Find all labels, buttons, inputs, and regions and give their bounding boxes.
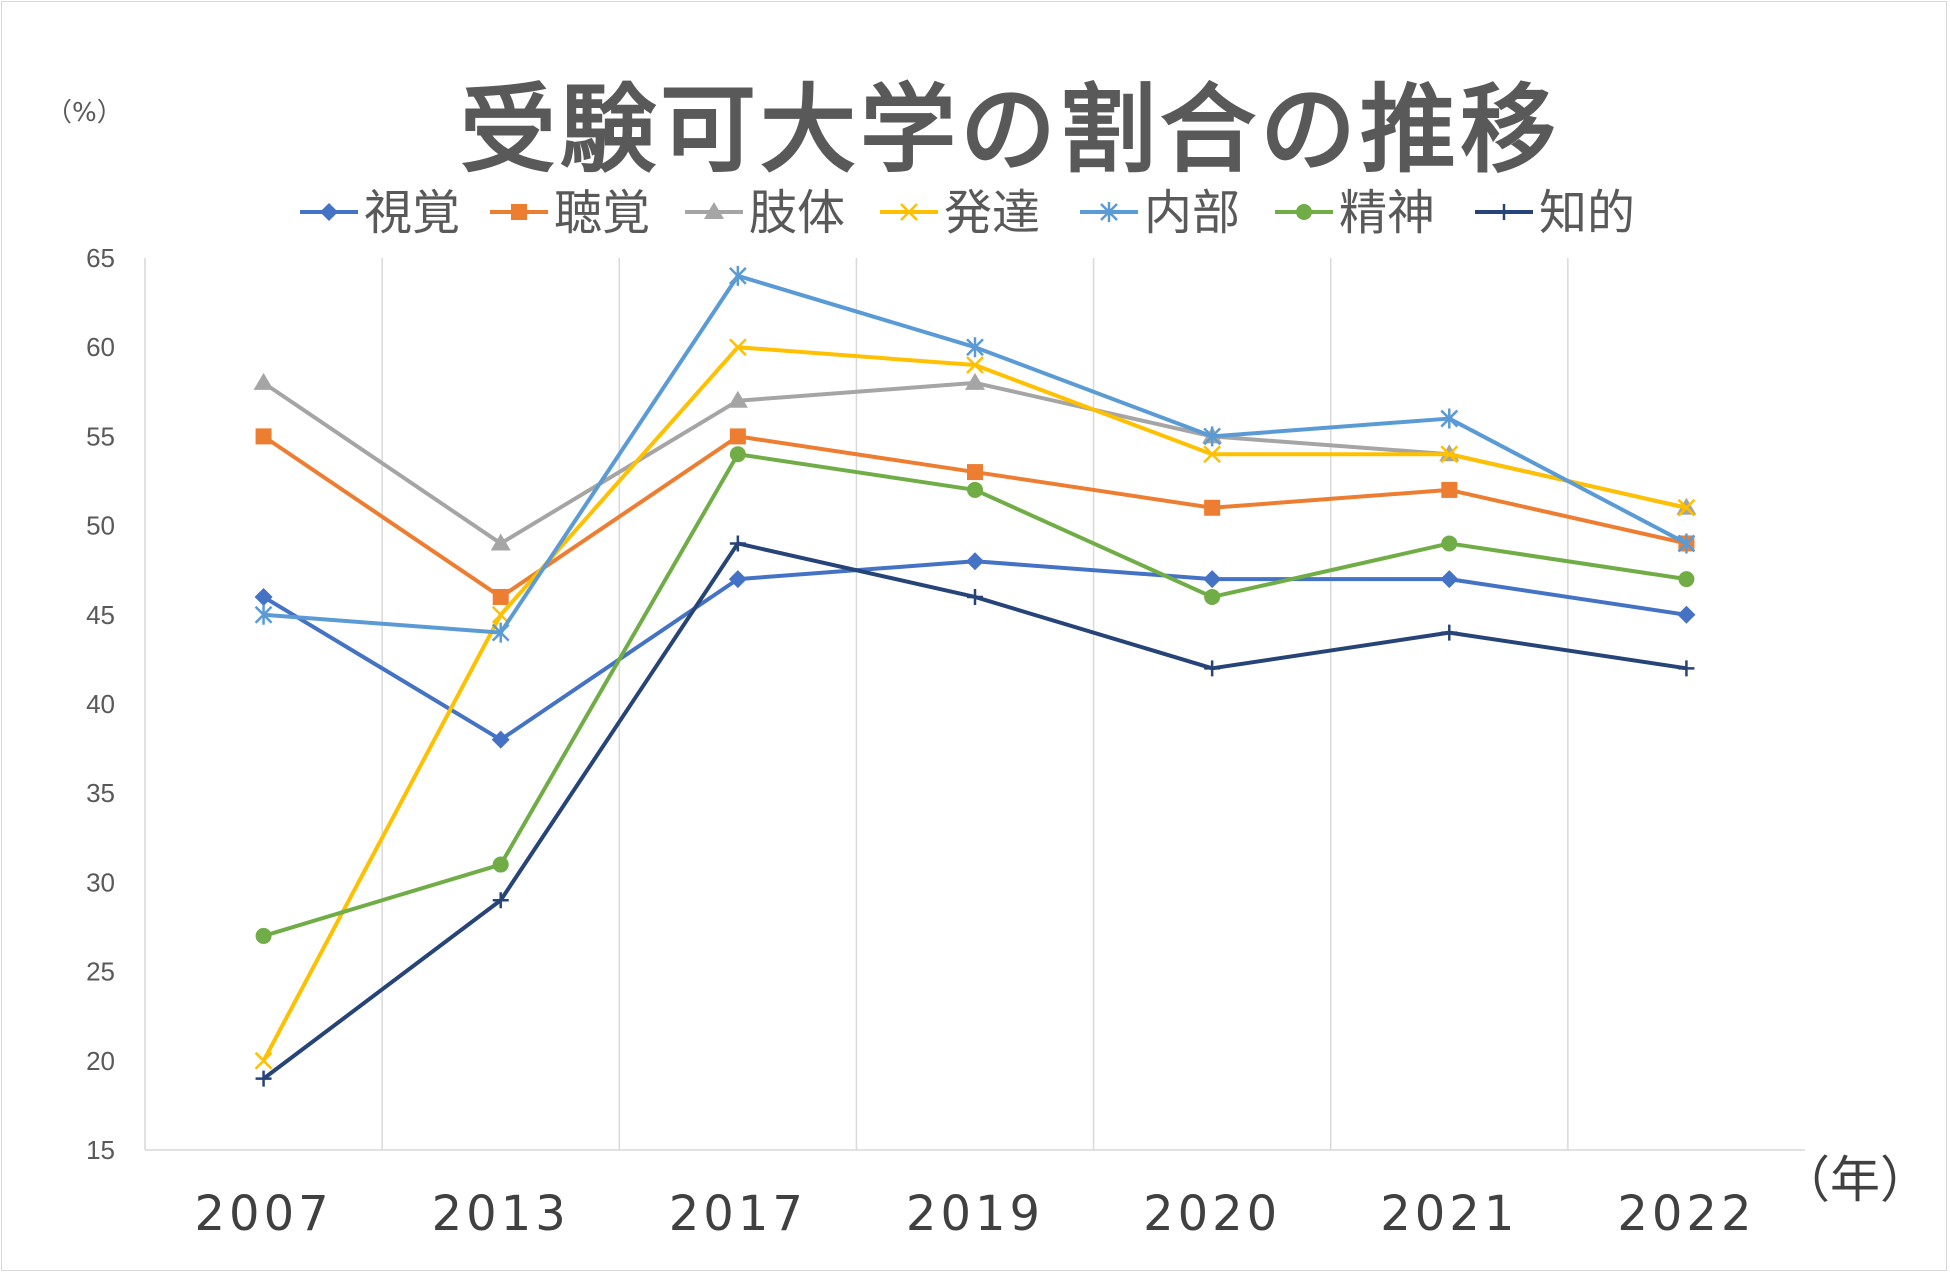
x-tick-label: 2007 (194, 1186, 332, 1242)
legend-label: 肢体 (749, 185, 845, 241)
data-point (727, 390, 748, 408)
legend-marker (1496, 204, 1512, 220)
legend-marker (1100, 202, 1118, 222)
series-line-7 (262, 541, 1687, 1081)
series-line-4 (261, 345, 1687, 1062)
data-point (491, 605, 510, 624)
data-point (492, 856, 509, 873)
legend-marker (1296, 204, 1312, 220)
data-point (491, 730, 510, 749)
data-point (728, 338, 747, 357)
data-point (1441, 481, 1458, 498)
data-point (491, 622, 510, 643)
data-point (253, 372, 274, 390)
data-point (255, 428, 272, 445)
series-line-3 (262, 380, 1687, 546)
y-axis-unit-label: （%） (46, 98, 123, 128)
legend-label: 知的 (1539, 185, 1635, 241)
legend-marker (511, 204, 527, 220)
data-point (1203, 426, 1222, 447)
x-tick-label: 2013 (432, 1186, 570, 1242)
data-point (1204, 499, 1221, 516)
data-point (729, 446, 746, 463)
series-line-1 (262, 559, 1687, 742)
data-point (967, 588, 983, 605)
data-point (1441, 624, 1458, 641)
data-point (1677, 605, 1696, 624)
data-point (254, 1051, 273, 1070)
data-point (967, 464, 983, 481)
data-point (965, 372, 985, 390)
data-point (490, 533, 511, 551)
y-tick-label: 40 (86, 689, 115, 719)
data-point (966, 552, 984, 571)
data-point (967, 481, 983, 498)
legend: 視覚 聴覚 肢体 発達 内部 精神 知的 (300, 185, 1635, 241)
y-tick-label: 20 (86, 1046, 115, 1076)
data-point (1678, 660, 1695, 677)
data-point (255, 1070, 272, 1087)
x-tick-label: 2022 (1617, 1186, 1755, 1242)
data-point (1677, 533, 1696, 554)
x-tick-label: 2019 (906, 1186, 1044, 1242)
data-point (966, 337, 984, 358)
data-point (966, 356, 984, 374)
x-tick-label: 2020 (1143, 1186, 1281, 1242)
data-point (1203, 445, 1222, 464)
data-point (1677, 498, 1696, 517)
data-point (1441, 535, 1458, 552)
y-tick-label: 25 (86, 957, 115, 987)
legend-label: 視覚 (364, 185, 460, 241)
y-tick-label: 35 (86, 778, 115, 808)
data-point (728, 265, 747, 286)
data-point (1204, 660, 1221, 677)
y-tick-label: 50 (86, 511, 115, 541)
y-tick-label: 30 (86, 867, 115, 897)
y-tick-label: 45 (86, 600, 115, 630)
y-tick-label: 55 (86, 421, 115, 451)
legend-label: 聴覚 (554, 185, 650, 241)
x-tick-label: 2017 (669, 1186, 807, 1242)
legend-label: 内部 (1144, 185, 1240, 241)
data-point (1678, 571, 1695, 588)
y-tick-label: 15 (86, 1135, 115, 1165)
legend-label: 発達 (944, 185, 1040, 241)
legend-marker (704, 202, 724, 219)
data-point (1440, 408, 1459, 429)
y-tick-label: 60 (86, 332, 115, 362)
chart-title: 受験可大学の割合の推移 (460, 74, 1560, 186)
data-point (729, 428, 746, 445)
data-point (492, 588, 509, 605)
data-point (254, 587, 273, 606)
data-point (1203, 570, 1222, 589)
data-point (492, 892, 509, 909)
data-point (1440, 570, 1459, 589)
data-point (255, 927, 272, 944)
data-point (729, 535, 746, 552)
data-point (254, 604, 273, 625)
data-point (728, 570, 747, 589)
legend-marker (900, 203, 918, 221)
y-tick-label: 65 (86, 243, 115, 273)
x-tick-label: 2021 (1380, 1186, 1518, 1242)
legend-label: 精神 (1339, 185, 1435, 241)
legend-marker (320, 203, 338, 221)
data-point (1440, 445, 1459, 464)
x-axis-unit-label: （年） (1780, 1151, 1930, 1209)
data-point (1204, 588, 1221, 605)
